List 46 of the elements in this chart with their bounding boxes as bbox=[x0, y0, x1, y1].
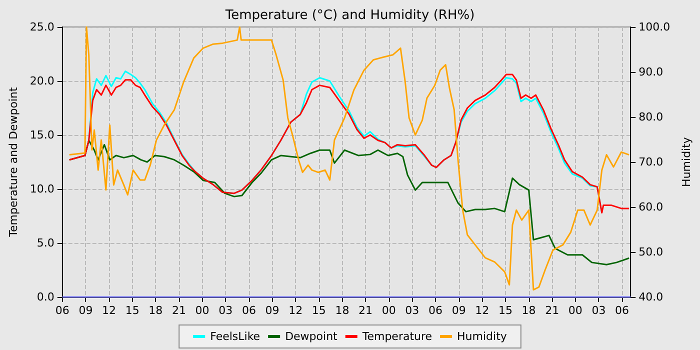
y2-tick-label: 70.0 bbox=[638, 156, 664, 168]
x-tick-label: 03 bbox=[405, 304, 420, 317]
y-tick-label: 15.0 bbox=[30, 128, 54, 142]
legend-label: FeelsLike bbox=[210, 330, 260, 343]
x-tick-label: 00 bbox=[195, 304, 210, 317]
x-tick-label: 06 bbox=[428, 304, 443, 317]
x-tick-label: 18 bbox=[335, 304, 350, 317]
x-tick-label: 09 bbox=[78, 304, 93, 317]
x-tick-label: 06 bbox=[55, 304, 70, 317]
x-tick-label: 21 bbox=[172, 304, 186, 317]
x-tick-label: 12 bbox=[102, 304, 116, 317]
x-tick-label: 09 bbox=[452, 304, 466, 317]
legend-label: Dewpoint bbox=[285, 330, 338, 343]
legend-label: Temperature bbox=[361, 330, 432, 343]
x-tick-label: 06 bbox=[242, 304, 256, 317]
x-tick-label: 15 bbox=[312, 304, 326, 317]
y-tick-label: 20.0 bbox=[30, 74, 54, 88]
y-tick-label: 10.0 bbox=[30, 182, 54, 196]
x-tick-label: 15 bbox=[125, 304, 140, 317]
y-tick-label: 5.0 bbox=[36, 236, 54, 250]
y2-tick-label: 60.0 bbox=[638, 200, 664, 214]
x-tick-label: 18 bbox=[148, 304, 163, 317]
y2-tick-label: 40.0 bbox=[638, 290, 664, 304]
x-tick-label: 21 bbox=[545, 304, 560, 317]
x-tick-label: 00 bbox=[382, 304, 396, 317]
y2-tick-label: 50.0 bbox=[638, 246, 664, 258]
x-tick-label: 09 bbox=[265, 304, 280, 317]
y2-tick-label: 100.0 bbox=[638, 20, 670, 34]
x-tick-label: 21 bbox=[358, 304, 373, 317]
x-tick-label: 03 bbox=[218, 304, 233, 317]
line-series bbox=[68, 26, 630, 291]
y2-tick-label: 80.0 bbox=[638, 110, 664, 124]
y2-axis-title: Humidity bbox=[680, 136, 693, 187]
x-tick-label: 15 bbox=[498, 304, 512, 317]
y2-tick-label: 90.0 bbox=[638, 66, 664, 78]
x-tick-label: 06 bbox=[615, 304, 630, 317]
y-axis-title: Temperature and Dewpoint bbox=[7, 86, 20, 238]
x-tick-label: 12 bbox=[288, 304, 303, 317]
x-tick-label: 03 bbox=[592, 304, 606, 317]
chart-title: Temperature (°C) and Humidity (RH%) bbox=[224, 8, 475, 23]
x-tick-label: 12 bbox=[475, 304, 490, 317]
x-tick-label: 18 bbox=[522, 304, 536, 317]
y-tick-label: 25.0 bbox=[30, 20, 54, 34]
y-tick-label: 0.0 bbox=[36, 290, 54, 304]
x-tick-label: 00 bbox=[568, 304, 582, 317]
legend-label: Humidity bbox=[457, 330, 508, 343]
